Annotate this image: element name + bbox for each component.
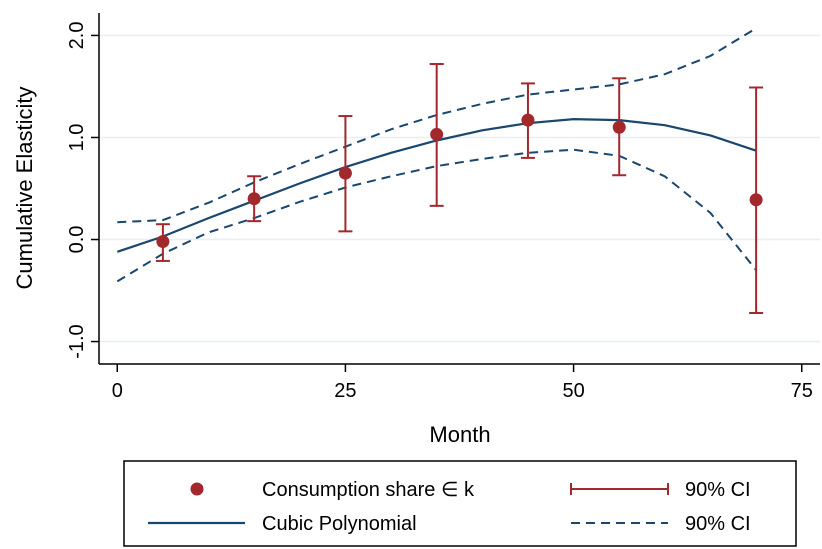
fit-ci-lower-line bbox=[116, 148, 757, 283]
gridlines bbox=[99, 34, 820, 343]
y-axis-title: Cumulative Elasticity bbox=[12, 87, 37, 290]
data-point bbox=[749, 193, 763, 207]
legend-points-marker bbox=[190, 482, 204, 496]
axes bbox=[98, 13, 820, 365]
x-ticks: 0 25 50 75 bbox=[112, 364, 813, 402]
fit-ci-upper-line bbox=[117, 27, 757, 224]
x-tick-label: 75 bbox=[791, 380, 813, 402]
y-tick-label: 2.0 bbox=[66, 22, 88, 50]
y-tick-label: -1.0 bbox=[66, 324, 88, 358]
x-tick-label: 25 bbox=[334, 380, 356, 402]
y-tick-label: 0.0 bbox=[66, 226, 88, 254]
legend-points-label: Consumption share ∈ k bbox=[262, 479, 475, 501]
y-ticks: -1.0 0.0 1.0 2.0 bbox=[66, 22, 99, 359]
y-tick-label: 1.0 bbox=[66, 124, 88, 152]
legend-fit-ci-label: 90% CI bbox=[685, 513, 751, 535]
x-axis-title: Month bbox=[429, 422, 490, 447]
x-tick-label: 0 bbox=[112, 380, 123, 402]
data-point bbox=[521, 113, 535, 127]
legend-fit-label: Cubic Polynomial bbox=[262, 513, 417, 535]
data-point bbox=[338, 166, 352, 180]
data-point bbox=[612, 120, 626, 134]
legend: Consumption share ∈ k 90% CI Cubic Polyn… bbox=[123, 460, 797, 547]
fit-ci-band bbox=[116, 27, 757, 283]
data-point bbox=[156, 235, 170, 249]
x-tick-label: 50 bbox=[562, 380, 584, 402]
data-point bbox=[430, 127, 444, 141]
data-points bbox=[156, 113, 763, 249]
data-point bbox=[247, 192, 261, 206]
legend-point-ci-label: 90% CI bbox=[685, 479, 751, 501]
legend-box bbox=[123, 460, 797, 547]
legend-point-ci-marker bbox=[570, 483, 669, 495]
